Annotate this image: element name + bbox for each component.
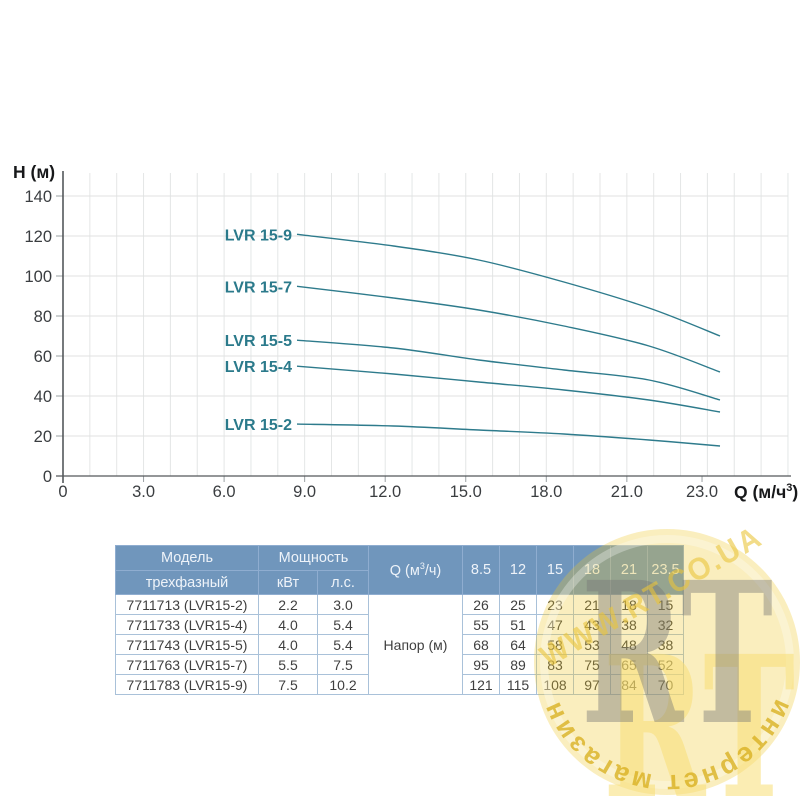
pump-curve-chart: 0 20 40 60 80 100 120 140 0 3.0 6.0 9.0 12.0 15.0 18.0… <box>13 162 798 502</box>
head-value-cell: 47 <box>536 614 574 635</box>
header-q-15: 15 <box>536 545 574 595</box>
hp-cell: 5.4 <box>317 634 369 655</box>
kw-cell: 4.0 <box>258 614 318 635</box>
y-tick-label: 120 <box>24 228 52 246</box>
hp-cell: 3.0 <box>317 594 369 615</box>
curve-label-lvr-15-2: LVR 15-2 <box>225 417 292 434</box>
watermark-ring-text: интернет магазин <box>535 695 798 799</box>
head-value-cell: 70 <box>647 674 684 695</box>
head-value-cell: 32 <box>647 614 684 635</box>
header-q-23-5: 23.5 <box>647 545 684 595</box>
curve-lvr-15-2 <box>296 423 721 447</box>
head-value-cell: 65 <box>610 654 648 675</box>
curve-label-lvr-15-4: LVR 15-4 <box>225 359 292 376</box>
head-value-cell: 21 <box>573 594 611 615</box>
head-value-cell: 95 <box>462 654 500 675</box>
hp-cell: 10.2 <box>317 674 369 695</box>
performance-table: Модель Мощность Q (м3/ч) 8.5 12 15 18 21… <box>115 545 684 695</box>
header-q-12: 12 <box>499 545 537 595</box>
x-axis-title: Q (м/ч3) <box>734 482 798 502</box>
header-q-21: 21 <box>610 545 648 595</box>
x-tick-label: 12.0 <box>369 483 401 501</box>
kw-cell: 4.0 <box>258 634 318 655</box>
x-tick-label: 23.0 <box>686 483 718 501</box>
hp-cell: 5.4 <box>317 614 369 635</box>
curve-lvr-15-7 <box>296 285 721 373</box>
x-tick-label: 15.0 <box>450 483 482 501</box>
header-hp: л.с. <box>317 570 369 595</box>
x-tick-label: 21.0 <box>611 483 643 501</box>
head-value-cell: 23 <box>536 594 574 615</box>
model-cell: 7711763 (LVR15-7) <box>115 654 259 675</box>
y-tick-label: 60 <box>34 348 52 366</box>
model-cell: 7711733 (LVR15-4) <box>115 614 259 635</box>
head-value-cell: 52 <box>647 654 684 675</box>
y-tick-label: 40 <box>34 388 52 406</box>
curve-lvr-15-5 <box>296 339 721 401</box>
table-row: 7711783 (LVR15-9) 7.5 10.2 121 115 108 97 84 70 <box>115 674 684 695</box>
curve-lvr-15-4 <box>296 365 721 413</box>
head-value-cell: 48 <box>610 634 648 655</box>
header-model: Модель <box>115 545 259 571</box>
header-phase: трехфазный <box>115 570 259 595</box>
y-tick-label: 20 <box>34 428 52 446</box>
head-value-cell: 58 <box>536 634 574 655</box>
model-cell: 7711783 (LVR15-9) <box>115 674 259 695</box>
head-value-cell: 83 <box>536 654 574 675</box>
header-q-8-5: 8.5 <box>462 545 500 595</box>
curve-label-lvr-15-9: LVR 15-9 <box>225 227 292 244</box>
header-kw: кВт <box>258 570 318 595</box>
curve-lvr-15-9 <box>296 233 721 337</box>
header-power: Мощность <box>258 545 369 571</box>
header-q-18: 18 <box>573 545 611 595</box>
y-tick-label: 0 <box>43 468 52 486</box>
header-q-flow: Q (м3/ч) <box>368 545 463 595</box>
head-value-cell: 64 <box>499 634 537 655</box>
head-value-cell: 55 <box>462 614 500 635</box>
head-value-cell: 51 <box>499 614 537 635</box>
head-value-cell: 18 <box>610 594 648 615</box>
head-value-cell: 75 <box>573 654 611 675</box>
table-row: 7711743 (LVR15-5) 4.0 5.4 68 64 58 53 48 38 <box>115 634 684 655</box>
model-cell: 7711743 (LVR15-5) <box>115 634 259 655</box>
head-value-cell: 97 <box>573 674 611 695</box>
head-value-cell: 84 <box>610 674 648 695</box>
head-value-cell: 38 <box>647 634 684 655</box>
head-value-cell: 108 <box>536 674 574 695</box>
x-tick-label: 0 <box>58 483 67 501</box>
y-tick-label: 140 <box>24 188 52 206</box>
head-value-cell: 121 <box>462 674 500 695</box>
table-row: 7711713 (LVR15-2) 2.2 3.0 Напор (м) 26 25 23 21… <box>115 594 684 695</box>
x-tick-label: 3.0 <box>132 483 155 501</box>
head-value-cell: 115 <box>499 674 537 695</box>
head-value-cell: 89 <box>499 654 537 675</box>
kw-cell: 2.2 <box>258 594 318 615</box>
x-tick-label: 9.0 <box>293 483 316 501</box>
head-value-cell: 15 <box>647 594 684 615</box>
kw-cell: 5.5 <box>258 654 318 675</box>
head-value-cell: 38 <box>610 614 648 635</box>
model-cell: 7711713 (LVR15-2) <box>115 594 259 615</box>
head-value-cell: 43 <box>573 614 611 635</box>
head-value-cell: 53 <box>573 634 611 655</box>
y-tick-label: 80 <box>34 308 52 326</box>
x-tick-label: 18.0 <box>530 483 562 501</box>
head-value-cell: 26 <box>462 594 500 615</box>
head-value-cell: 25 <box>499 594 537 615</box>
y-axis-title: H (м) <box>13 162 55 182</box>
head-value-cell: 68 <box>462 634 500 655</box>
hp-cell: 7.5 <box>317 654 369 675</box>
kw-cell: 7.5 <box>258 674 318 695</box>
curve-label-lvr-15-5: LVR 15-5 <box>225 333 292 350</box>
table-row: 7711733 (LVR15-4) 4.0 5.4 55 51 47 43 38 32 <box>115 614 684 635</box>
y-tick-label: 100 <box>24 268 52 286</box>
x-tick-label: 6.0 <box>213 483 236 501</box>
head-row-label: Напор (м) <box>368 594 463 695</box>
curve-label-lvr-15-7: LVR 15-7 <box>225 279 292 296</box>
